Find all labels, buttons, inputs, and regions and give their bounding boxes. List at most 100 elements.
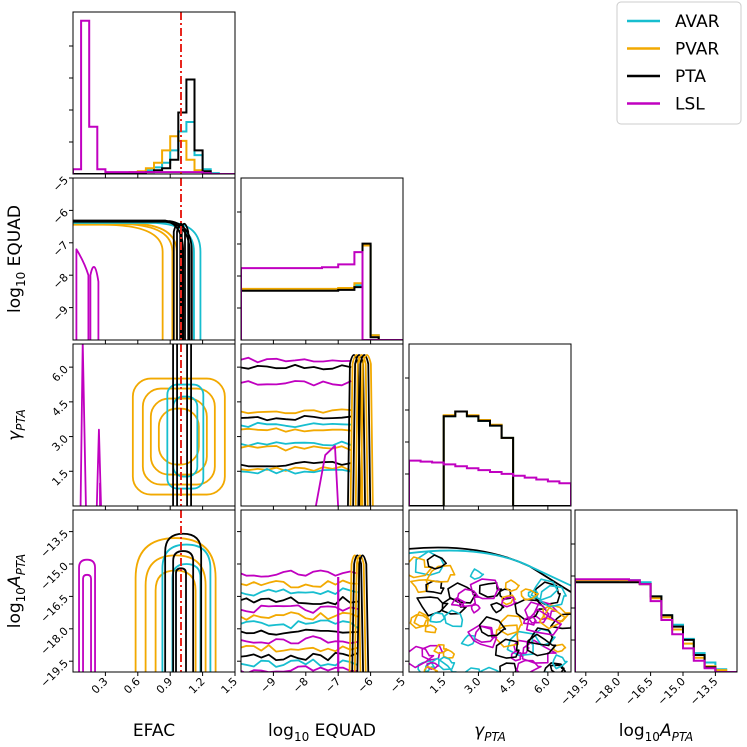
contour-equad-efac-pta-7 [73,219,185,340]
contour-amp-gamma-lsl-8 [409,645,435,669]
x-axis-label-efac: EFAC [133,721,175,741]
contour-amp-gamma-pta-61 [550,613,571,630]
contour-amp-gamma-lsl-0 [521,639,557,664]
legend-label-pvar: PVAR [675,40,719,60]
x-tick-label-equad-0: −9 [258,675,279,696]
x-tick-label-equad-4: −5 [387,675,408,696]
contour-equad-efac-pvar-0 [73,223,164,340]
contour-amp-gamma-envelope-avar [409,549,571,587]
x-axis-label-amp-sub: 10 [645,730,660,744]
hist-amp-avar [575,579,737,672]
contour-amp-gamma-pta-69 [426,554,447,570]
contour-amp-gamma-avar-54 [443,609,464,628]
y-tick-label-amp-2: −16.5 [38,592,71,625]
contour-amp-equad-lsl-0 [241,569,358,578]
panel-frame-r2-c2 [408,343,572,507]
contour-amp-gamma-lsl-52 [450,597,466,608]
legend-label-lsl: LSL [675,95,705,115]
contour-amp-equad-spike-2 [353,554,367,672]
hist-panel-equad [241,242,403,340]
hist-efac-lsl [73,19,235,174]
x-axis-label-gamma-main: γ [474,721,485,741]
contour-panel-equad-efac [73,178,202,340]
contour-amp-gamma-pta-5 [499,588,512,600]
hist-equad-pta [241,242,403,340]
contour-amp-gamma-pta-49 [499,662,518,672]
panel-frame-r3-c0 [72,509,236,673]
contour-amp-equad-pta-7 [241,628,358,636]
contour-panel-gamma-efac [79,344,226,506]
x-tick-label-amp-3: −15.0 [655,675,688,708]
contour-amp-equad-lsl-4 [241,604,358,614]
y-axis-label-equad-rest: EQUAD [5,205,25,272]
hist-amp-pta [575,581,737,672]
contour-amp-gamma-avar-46 [429,612,446,623]
panel-frame-r1-c1 [240,177,404,341]
y-tick-label-equad-2: −7 [50,239,71,260]
contour-panel-gamma-equad [241,354,374,506]
contour-gamma-efac-pvar-3 [157,407,200,466]
x-axis-label-equad-sub: 10 [294,730,309,744]
y-axis-label-equad-sub: 10 [14,272,28,287]
y-tick-label-amp-0: −19.5 [38,657,71,690]
contour-amp-gamma-lsl-28 [500,596,517,608]
y-tick-label-equad-4: −9 [50,303,71,324]
contour-amp-efac-avar-0 [161,543,212,672]
contour-amp-equad-pta-3 [241,596,358,606]
contour-amp-gamma-lsl-64 [456,588,480,608]
contour-amp-equad-avar-6 [241,619,359,630]
hist-panel-amp [575,578,737,672]
x-tick-label-gamma-2: 4.5 [497,675,519,697]
x-tick-label-amp-0: −19.5 [558,675,591,708]
contour-amp-gamma-pvar-55 [433,643,448,654]
x-tick-label-equad-3: −6 [355,675,376,696]
contour-amp-gamma-pta-9 [534,581,561,606]
legend-frame [616,1,742,125]
contour-equad-efac-pta-core-1 [176,222,186,340]
contour-amp-gamma-lsl-12 [473,625,497,643]
x-axis-label-gamma-sub: PTA [484,730,506,744]
contour-amp-gamma-pta-25 [425,580,445,595]
y-axis-label-gamma-sub: PTA [14,409,28,431]
contour-amp-efac-pvar-1 [144,554,207,672]
contour-amp-gamma-pta-1 [478,582,503,598]
contour-amp-efac-pta-1 [172,550,195,672]
contour-panel-amp-equad [241,554,370,672]
panel-frame-r2-c1 [240,343,404,507]
contour-gamma-efac-lsl-1 [95,428,102,506]
contour-amp-gamma-pvar-43 [542,604,571,622]
contour-amp-efac-pta-2 [175,567,187,672]
y-tick-label-gamma-3: 6.0 [49,363,71,385]
hist-equad-lsl [241,251,403,340]
panel-frame-r3-c2 [408,509,572,673]
contour-amp-gamma-avar-66 [469,568,485,580]
y-axis-label-amp: log10APTA [5,554,28,629]
contour-amp-gamma-lsl-24 [470,603,481,614]
x-tick-label-equad-2: −7 [323,675,344,696]
y-tick-label-amp-3: −15.0 [38,560,71,593]
contour-amp-equad-pvar-1 [241,579,358,589]
contour-amp-gamma-avar-2 [414,550,446,576]
x-axis-label-amp: log10APTA [619,721,694,744]
contour-amp-efac-lsl-0 [78,558,96,672]
y-axis-label-gamma: γPTA [5,409,28,441]
x-axis-label-equad-rest: EQUAD [309,721,376,741]
contour-gamma-efac-avar-0 [166,383,205,490]
x-tick-label-efac-0: 0.3 [89,675,111,697]
contour-gamma-equad-lsl-0 [241,356,352,364]
hist-gamma-pta [409,410,571,506]
hist-amp-pvar [575,579,737,672]
contour-amp-gamma-lsl-36 [523,616,537,626]
contour-amp-gamma-lsl-56 [467,624,498,649]
x-axis-label-amp-base: log [619,721,645,741]
hist-equad-pvar [241,244,403,340]
contour-gamma-equad-avar-4 [241,421,352,428]
contour-gamma-equad-pta-1 [241,364,352,371]
x-axis-label-equad: log10 EQUAD [268,721,376,744]
hist-equad-avar [241,244,403,340]
contour-amp-gamma-pta-57 [478,616,507,637]
contour-gamma-efac-pta-0 [172,344,192,506]
contour-amp-gamma-avar-26 [424,657,457,672]
y-axis-label-amp-base: log [5,602,25,628]
y-axis-label-equad-base: log [5,287,25,313]
